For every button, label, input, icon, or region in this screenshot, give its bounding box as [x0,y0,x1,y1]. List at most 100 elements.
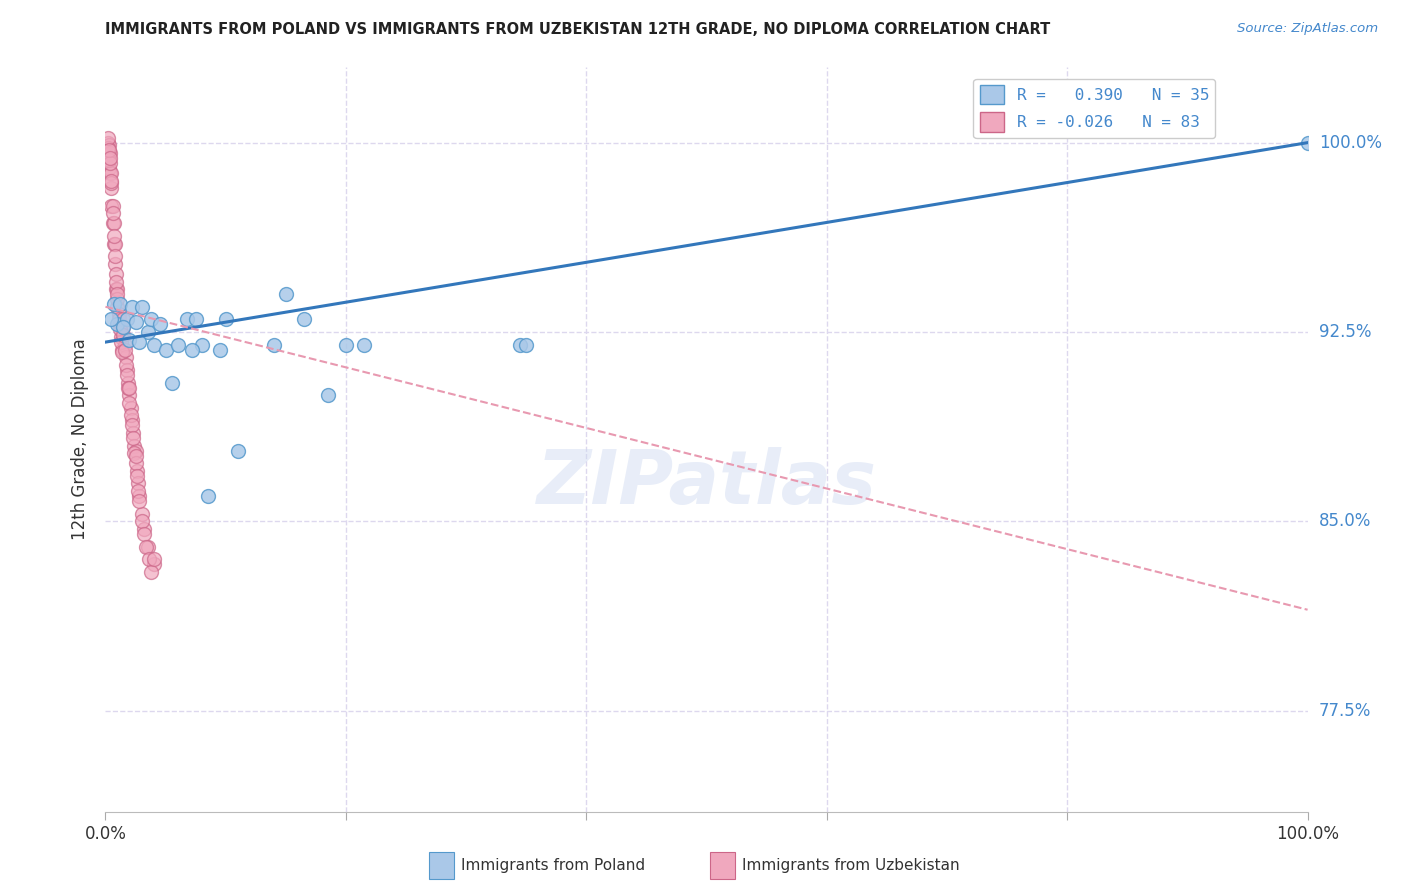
Point [118,380,141,394]
Point [166,337,188,351]
Point [100,181,122,195]
Text: 100.0%: 100.0% [1319,134,1382,152]
Point [98,145,121,160]
Point [104,236,127,251]
Point [117,376,139,390]
Text: 92.5%: 92.5% [1319,323,1371,341]
Point [97,148,120,162]
Point [124,446,146,460]
Point [101,216,124,230]
Point [108,318,131,332]
Point [98,166,121,180]
Point [125,469,148,483]
Point [155,343,177,357]
Point [118,395,141,409]
Point [103,229,125,244]
Legend: R =   0.390   N = 35, R = -0.026   N = 83: R = 0.390 N = 35, R = -0.026 N = 83 [973,78,1215,138]
Point [107,292,129,306]
Point [127,484,149,499]
Point [98,151,121,165]
Point [122,425,145,440]
Point [316,388,339,402]
Point [98,143,121,157]
Point [101,199,124,213]
Point [98,148,121,162]
Point [128,335,150,350]
Point [335,337,357,351]
Point [208,343,231,357]
Point [128,489,150,503]
Point [197,489,219,503]
Point [103,236,125,251]
Point [176,312,198,326]
Point [98,161,121,175]
Point [136,325,159,339]
Text: Immigrants from Uzbekistan: Immigrants from Uzbekistan [742,858,960,872]
Text: Source: ZipAtlas.com: Source: ZipAtlas.com [1237,22,1378,36]
Point [111,345,134,359]
Point [115,358,138,372]
Point [97,130,120,145]
Point [115,368,138,382]
Point [515,337,537,351]
Point [125,464,148,478]
Point [160,376,183,390]
Point [214,312,236,326]
Point [98,138,121,153]
Point [122,431,145,445]
Point [121,413,143,427]
Point [120,409,142,423]
Point [105,275,128,289]
Point [139,565,162,579]
Point [181,343,204,357]
Text: 77.5%: 77.5% [1319,702,1371,720]
Point [120,401,142,415]
Point [110,330,132,344]
Point [142,337,165,351]
Point [104,257,127,271]
Point [136,540,159,554]
Point [100,312,122,326]
Point [115,312,138,326]
Point [107,312,129,326]
Text: Immigrants from Poland: Immigrants from Poland [461,858,645,872]
Point [101,206,124,220]
Point [103,297,125,311]
Point [117,380,139,394]
Point [132,522,155,536]
Point [110,335,132,350]
Point [148,318,170,332]
Point [118,388,141,402]
Point [124,315,146,329]
Point [98,153,121,168]
Point [353,337,375,351]
Point [124,443,146,458]
Point [104,249,127,263]
Point [115,351,138,365]
Point [97,141,120,155]
Point [98,156,121,170]
Text: 85.0%: 85.0% [1319,512,1371,531]
Point [132,527,155,541]
Y-axis label: 12th Grade, No Diploma: 12th Grade, No Diploma [72,338,90,541]
Point [100,166,122,180]
Point [121,418,143,433]
Point [131,507,153,521]
Point [112,320,135,334]
Point [509,337,531,351]
Point [112,327,135,342]
Point [105,267,128,281]
Point [184,312,207,326]
Point [107,318,129,332]
Point [107,287,129,301]
Point [131,300,153,314]
Point [100,176,122,190]
Text: IMMIGRANTS FROM POLAND VS IMMIGRANTS FROM UZBEKISTAN 12TH GRADE, NO DIPLOMA CORR: IMMIGRANTS FROM POLAND VS IMMIGRANTS FRO… [105,22,1050,37]
Point [107,300,129,314]
Point [100,173,122,187]
Point [263,337,285,351]
Point [131,514,153,528]
Point [114,343,136,357]
Point [124,456,146,470]
Point [107,282,129,296]
